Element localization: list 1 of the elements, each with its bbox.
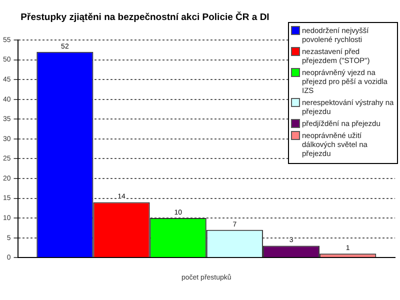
chart-title: Přestupky zjiątěni na bezpečnostní akci Policie ČR a DI [20, 12, 270, 23]
